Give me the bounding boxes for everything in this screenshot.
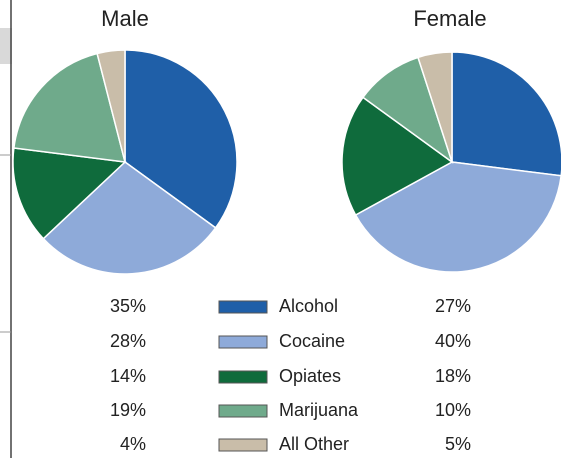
value-label: 4% <box>120 434 146 454</box>
pie-slice <box>341 96 454 217</box>
legend-label: All Other <box>279 434 349 454</box>
legend-label: Alcohol <box>279 296 338 316</box>
pie-slice <box>354 161 561 273</box>
value-label: 28% <box>110 331 146 351</box>
legend-swatch <box>218 404 268 418</box>
value-label: 5% <box>445 434 471 454</box>
pie-slice <box>451 51 561 177</box>
legend-swatch <box>218 370 268 384</box>
value-label: 10% <box>435 400 471 420</box>
legend-label: Marijuana <box>279 400 359 420</box>
value-label: 18% <box>435 366 471 386</box>
pie-title: Male <box>101 6 149 31</box>
value-label: 19% <box>110 400 146 420</box>
legend-swatch <box>218 300 268 314</box>
pie-slice <box>417 51 453 163</box>
legend-label: Opiates <box>279 366 341 386</box>
legend-label: Cocaine <box>279 331 345 351</box>
value-label: 27% <box>435 296 471 316</box>
artifact-box <box>0 28 12 64</box>
pie-slice <box>124 49 238 229</box>
pie-slice <box>13 52 127 163</box>
pie-slice <box>12 147 127 240</box>
pie-slice <box>42 161 217 275</box>
value-label: 40% <box>435 331 471 351</box>
legend-swatch <box>218 438 268 452</box>
pie-slice <box>96 49 126 163</box>
legend-swatch <box>218 335 268 349</box>
pie-title: Female <box>413 6 486 31</box>
value-label: 35% <box>110 296 146 316</box>
value-label: 14% <box>110 366 146 386</box>
